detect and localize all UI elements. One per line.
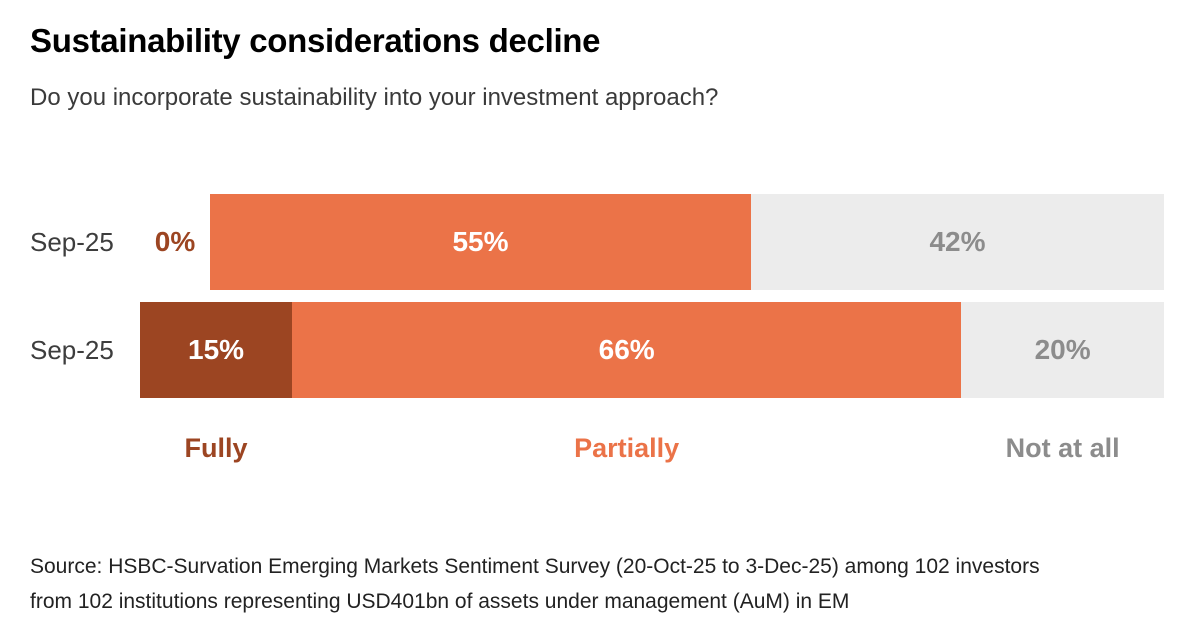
bar-row: Sep-25 0% 55% 42%	[0, 194, 1200, 290]
bar-segment-not-at-all: 20%	[961, 302, 1164, 398]
stacked-bar-chart: Sep-25 0% 55% 42% Sep-25 15% 66% 20%	[0, 194, 1200, 410]
legend: Fully Partially Not at all	[140, 426, 1164, 470]
bar-track: 0% 55% 42%	[140, 194, 1164, 290]
zero-value-label-fully: 0%	[154, 226, 196, 257]
bar-segment-partially: 66%	[292, 302, 962, 398]
legend-item-partially: Partially	[574, 432, 680, 463]
chart-title: Sustainability considerations decline	[30, 22, 601, 59]
chart-subtitle: Do you incorporate sustainability into y…	[30, 84, 719, 111]
bar-segment-partially: 55%	[210, 194, 751, 290]
bar-segment-fully: 15%	[140, 302, 293, 398]
legend-item-not-at-all: Not at all	[1005, 432, 1120, 463]
bar-track: 15% 66% 20%	[140, 302, 1164, 398]
category-label: Sep-25	[30, 226, 114, 257]
category-label: Sep-25	[30, 334, 114, 365]
source-note: Source: HSBC-Survation Emerging Markets …	[30, 549, 1040, 619]
source-line-2: from 102 institutions representing USD40…	[30, 590, 850, 613]
bar-segment-not-at-all: 42%	[750, 194, 1164, 290]
bar-row: Sep-25 15% 66% 20%	[0, 302, 1200, 398]
source-line-1: Source: HSBC-Survation Emerging Markets …	[30, 555, 1040, 578]
legend-item-fully: Fully	[184, 432, 248, 463]
